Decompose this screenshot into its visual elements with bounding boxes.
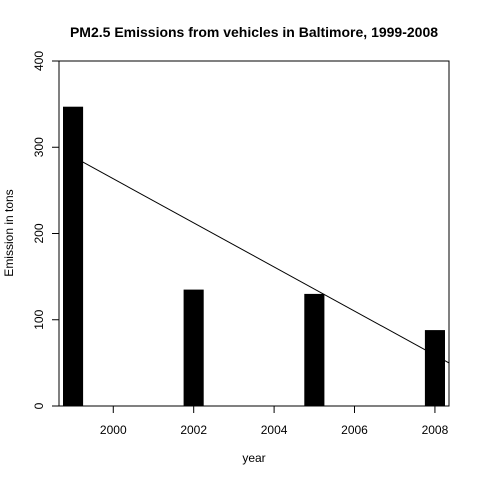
y-axis-label: Emission in tons — [2, 189, 16, 276]
x-tick-label-2004: 2004 — [261, 423, 288, 437]
x-tick-label-2000: 2000 — [100, 423, 127, 437]
bar-2002 — [184, 290, 204, 406]
x-tick-label-2008: 2008 — [422, 423, 449, 437]
y-tick-label-100: 100 — [32, 309, 46, 329]
bar-1999 — [63, 107, 83, 406]
plot-frame — [59, 61, 449, 406]
y-tick-label-0: 0 — [32, 402, 46, 409]
trend-group — [73, 157, 449, 363]
y-tick-label-200: 200 — [32, 223, 46, 243]
y-tick-label-400: 400 — [32, 51, 46, 71]
trend-line — [73, 157, 449, 363]
x-tick-label-2006: 2006 — [341, 423, 368, 437]
y-tick-label-300: 300 — [32, 137, 46, 157]
chart-title: PM2.5 Emissions from vehicles in Baltimo… — [70, 24, 438, 40]
bar-2008 — [425, 330, 445, 406]
y-axis: 0 100 200 300 400 — [32, 51, 59, 410]
x-axis-label: year — [242, 451, 265, 465]
x-axis: 2000 2002 2004 2006 2008 — [100, 406, 449, 437]
x-tick-label-2002: 2002 — [180, 423, 207, 437]
bar-2005 — [304, 294, 324, 406]
